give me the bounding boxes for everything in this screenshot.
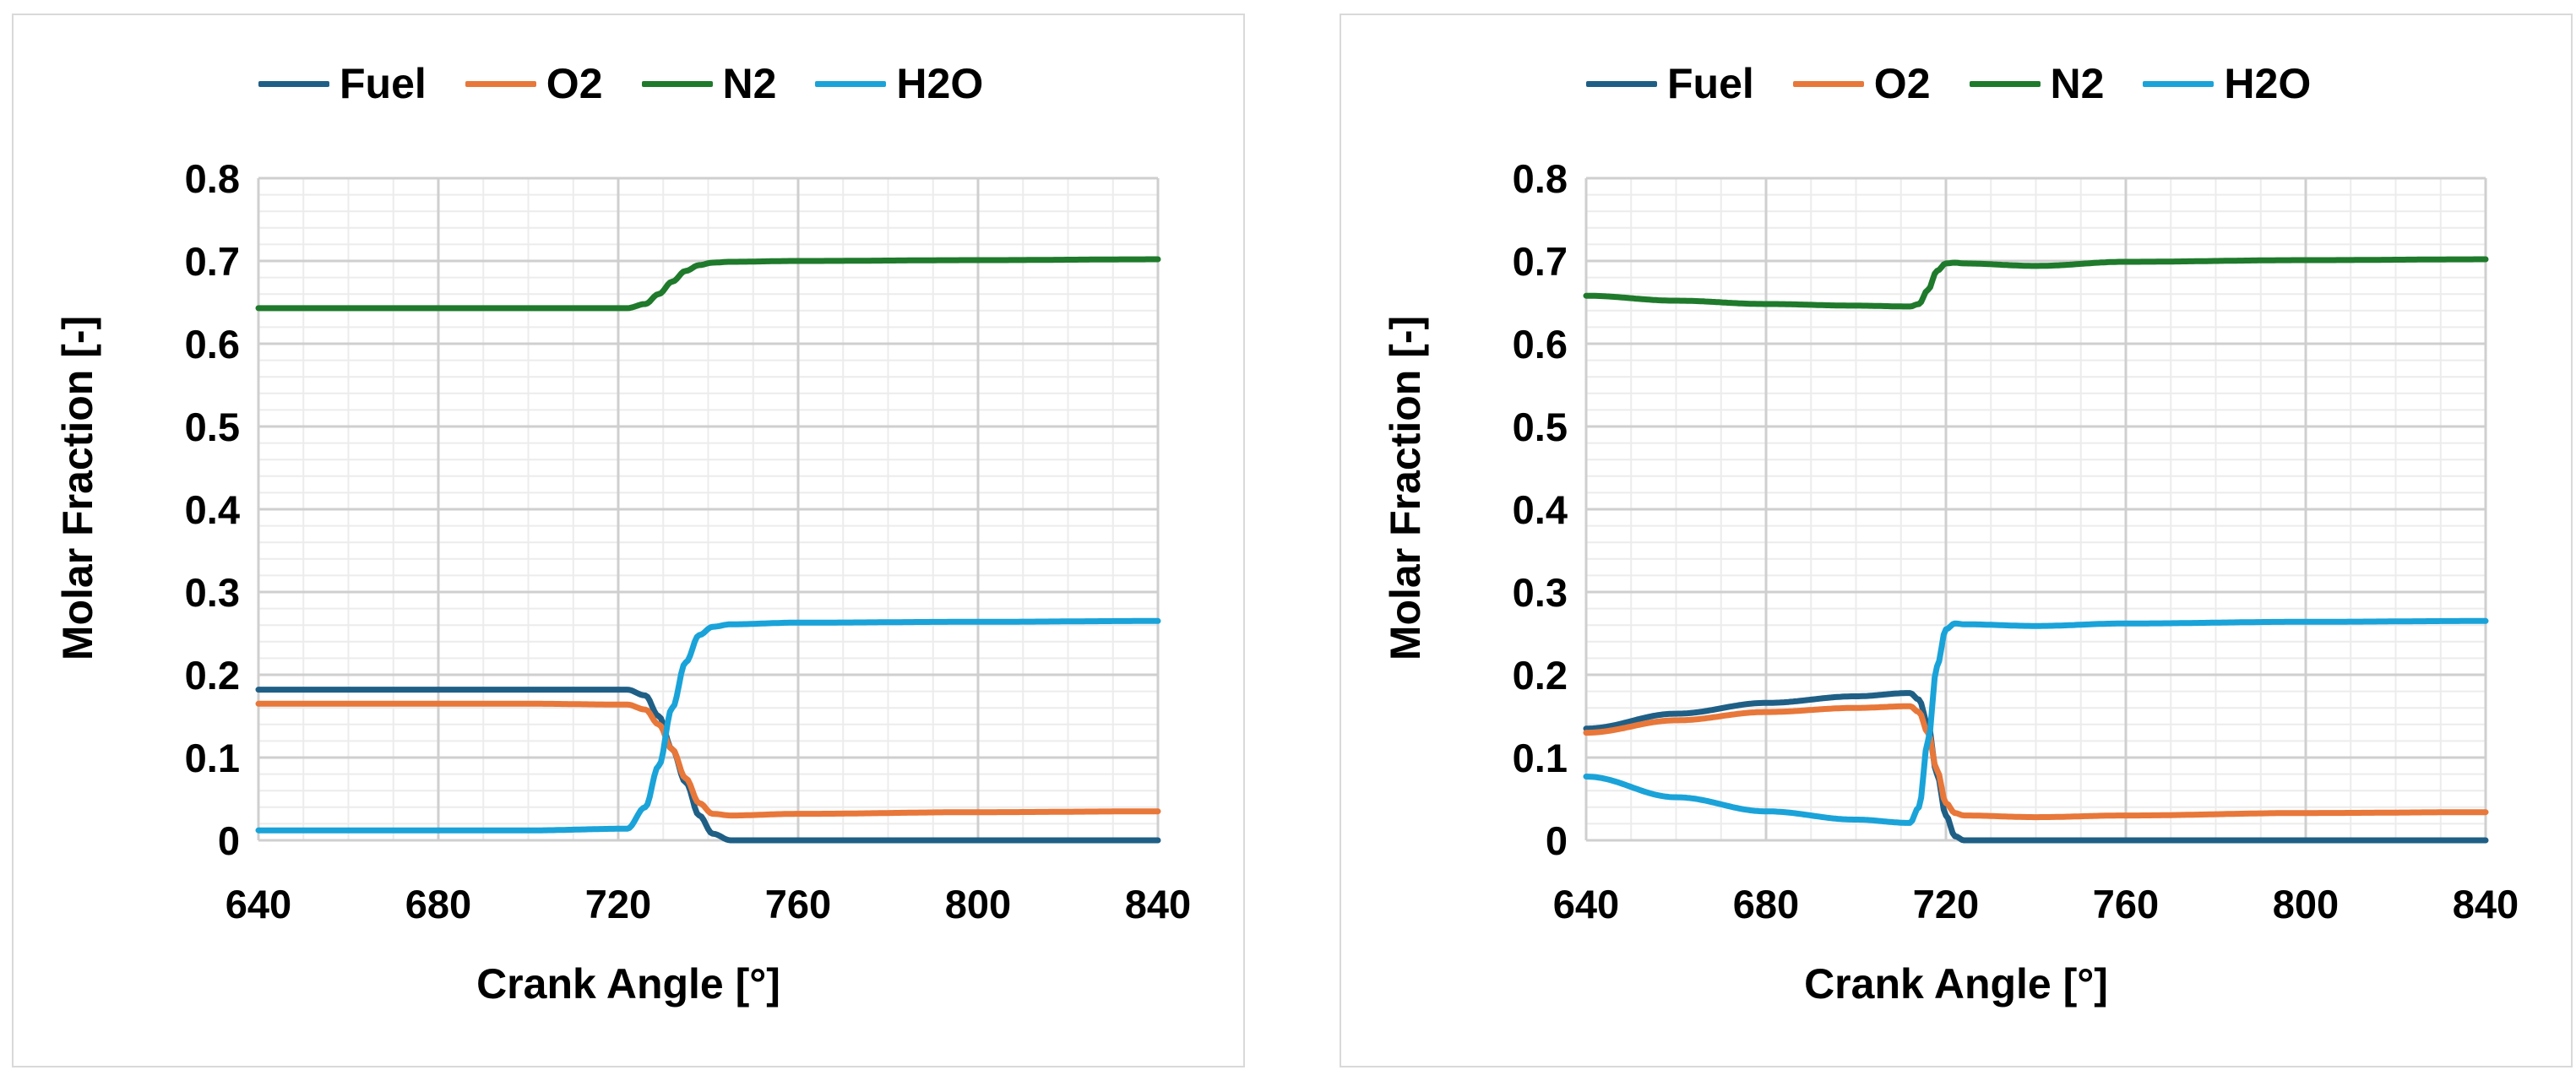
legend-item-h2o: H2O: [815, 59, 983, 108]
chart-legend: Fuel O2 N2 H2O: [1586, 59, 2311, 108]
y-tick-label: 0.1: [1513, 736, 1568, 780]
x-tick-label: 840: [2453, 882, 2519, 926]
x-axis-label: Crank Angle [°]: [476, 960, 780, 1008]
series-line-n2: [1583, 256, 2489, 310]
legend-label-fuel: Fuel: [340, 60, 427, 107]
y-tick-label: 0.5: [1513, 405, 1568, 449]
x-tick-label: 800: [2273, 882, 2339, 926]
series-line-o2: [255, 700, 1161, 819]
y-tick-label: 0.6: [1513, 322, 1568, 367]
y-tick-label: 0.8: [185, 156, 240, 201]
chart-panel-right: Fuel O2 N2 H2O 640 680 720 760 800 840 0 0.1 0.2…: [1340, 14, 2573, 1067]
legend-item-n2: N2: [1969, 59, 2105, 108]
x-tick-label: 760: [2093, 882, 2159, 926]
y-tick-label: 0.7: [185, 239, 240, 284]
legend-swatch-n2: [1969, 80, 2041, 87]
series-line-fuel: [1583, 690, 2489, 844]
series-line-h2o: [1583, 617, 2489, 826]
y-tick-label: 0.6: [185, 322, 240, 367]
y-tick-label: 0.4: [185, 487, 240, 532]
y-tick-label: 0.7: [1513, 239, 1568, 284]
y-tick-label: 0: [1546, 818, 1568, 863]
legend-swatch-h2o: [815, 80, 887, 87]
legend-label-h2o: H2O: [896, 60, 984, 107]
y-tick-label: 0.3: [1513, 570, 1568, 615]
legend-item-o2: O2: [465, 59, 603, 108]
x-tick-label: 840: [1125, 882, 1191, 926]
series-line-o2: [1583, 703, 2489, 821]
chart-legend: Fuel O2 N2 H2O: [258, 59, 983, 108]
legend-item-fuel: Fuel: [258, 59, 427, 108]
plot-area-right: 640 680 720 760 800 840 0 0.1 0.2 0.3 0.4 0.5 0.6 0.7…: [1513, 156, 2519, 926]
y-tick-label: 0: [218, 818, 240, 863]
legend-label-n2: N2: [722, 60, 777, 107]
legend-item-h2o: H2O: [2143, 59, 2311, 108]
plot-area-left: 640 680 720 760 800 840 0 0.1 0.2 0.3 0.4 0.5 0.6 0.7…: [185, 156, 1192, 926]
x-tick-label: 720: [1913, 882, 1979, 926]
legend-label-o2: O2: [1873, 60, 1931, 107]
legend-swatch-o2: [1792, 80, 1864, 87]
legend-swatch-fuel: [258, 80, 329, 87]
legend-swatch-n2: [641, 80, 713, 87]
legend-label-fuel: Fuel: [1667, 60, 1754, 107]
x-tick-label: 680: [405, 882, 471, 926]
series-line-fuel: [255, 687, 1161, 844]
legend-swatch-fuel: [1586, 80, 1657, 87]
chart-panel-left: Fuel O2 N2 H2O 640 680 720 760 800 840 0 0.1 0.2…: [12, 14, 1245, 1067]
legend-label-n2: N2: [2050, 60, 2105, 107]
legend-label-o2: O2: [546, 60, 603, 107]
legend-swatch-h2o: [2143, 80, 2215, 87]
legend-label-h2o: H2O: [2224, 60, 2312, 107]
series-line-h2o: [255, 617, 1161, 834]
y-tick-label: 0.5: [185, 405, 240, 449]
x-tick-label: 640: [226, 882, 291, 926]
legend-swatch-o2: [465, 80, 536, 87]
y-tick-label: 0.2: [1513, 653, 1568, 698]
x-axis-label: Crank Angle [°]: [1804, 960, 2108, 1008]
x-tick-label: 760: [765, 882, 831, 926]
y-tick-label: 0.1: [185, 736, 240, 780]
x-tick-label: 640: [1553, 882, 1619, 926]
x-tick-label: 680: [1733, 882, 1799, 926]
x-tick-label: 720: [585, 882, 651, 926]
x-tick-label: 800: [945, 882, 1011, 926]
legend-item-fuel: Fuel: [1586, 59, 1754, 108]
y-axis-label: Molar Fraction [-]: [54, 315, 101, 661]
legend-item-o2: O2: [1792, 59, 1931, 108]
legend-item-n2: N2: [641, 59, 777, 108]
y-tick-label: 0.3: [185, 570, 240, 615]
y-tick-label: 0.2: [185, 653, 240, 698]
y-tick-label: 0.4: [1513, 487, 1568, 532]
series-line-n2: [255, 256, 1161, 312]
y-tick-label: 0.8: [1513, 156, 1568, 201]
y-axis-label: Molar Fraction [-]: [1382, 315, 1429, 661]
